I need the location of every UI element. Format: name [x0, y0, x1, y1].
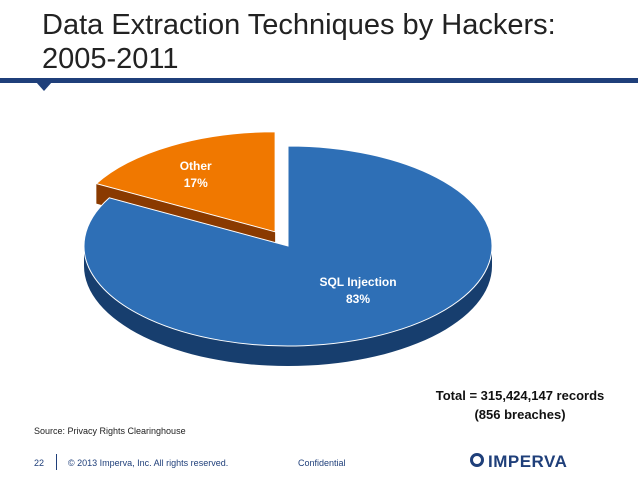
slide-footer: 22 © 2013 Imperva, Inc. All rights reser…	[0, 450, 638, 474]
pie-label-other: Other	[180, 159, 212, 173]
pie-chart: SQL Injection 83% Other 17%	[83, 131, 493, 366]
pie-value-label-sql-injection: 83%	[346, 292, 370, 306]
imperva-logo: IMPERVA	[488, 452, 568, 471]
title-divider	[0, 78, 638, 83]
total-records-note: Total = 315,424,147 records (856 breache…	[410, 386, 630, 424]
footer-divider	[56, 454, 57, 470]
confidential-label: Confidential	[298, 458, 346, 468]
pie-value-label-other: 17%	[184, 176, 208, 190]
pie-slice-other	[95, 131, 276, 233]
source-note: Source: Privacy Rights Clearinghouse	[34, 426, 186, 436]
slide-title: Data Extraction Techniques by Hackers: 2…	[42, 9, 556, 75]
title-divider-notch	[36, 82, 52, 91]
page-number: 22	[34, 458, 45, 468]
pie-slice-side-sql-injection	[84, 246, 492, 366]
imperva-logo-icon	[470, 453, 484, 467]
total-records-line: Total = 315,424,147 records	[435, 388, 605, 403]
pie-rim-sql-injection	[84, 246, 492, 366]
pie-label-sql-injection: SQL Injection	[319, 275, 396, 289]
total-breaches-line: (856 breaches)	[474, 407, 566, 422]
pie-slice-sql-injection	[83, 145, 493, 347]
copyright-text: © 2013 Imperva, Inc. All rights reserved…	[68, 458, 229, 468]
